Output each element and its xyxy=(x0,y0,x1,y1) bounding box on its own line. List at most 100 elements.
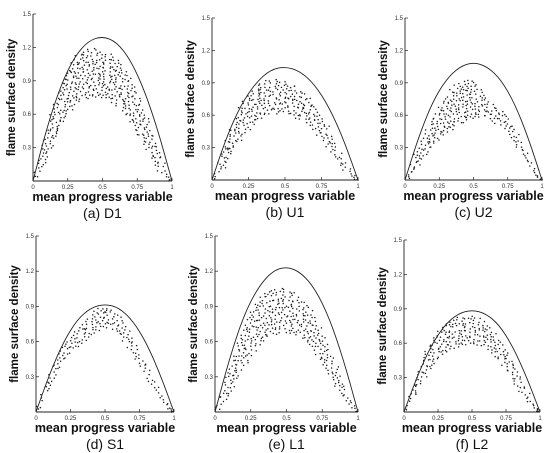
data-point xyxy=(129,109,132,111)
y-axis-label: flame surface density xyxy=(188,265,200,383)
data-point xyxy=(434,127,436,129)
data-point xyxy=(75,83,77,86)
data-point xyxy=(264,112,266,115)
data-point xyxy=(227,394,229,397)
data-point xyxy=(499,120,502,122)
data-point xyxy=(292,307,294,310)
data-point xyxy=(324,345,326,348)
y-tick-label: 0.9 xyxy=(23,79,32,85)
data-point xyxy=(301,92,303,94)
data-point xyxy=(45,152,47,154)
data-point xyxy=(121,88,123,91)
data-point xyxy=(92,73,95,75)
data-point xyxy=(272,292,274,295)
data-point xyxy=(311,124,314,126)
data-point xyxy=(437,128,440,131)
data-point xyxy=(124,107,127,110)
data-point xyxy=(484,97,487,99)
data-point xyxy=(321,335,323,337)
data-point xyxy=(302,314,305,317)
data-point xyxy=(474,108,477,110)
data-point xyxy=(483,109,486,111)
data-point xyxy=(69,101,71,103)
data-point xyxy=(103,316,105,319)
data-point xyxy=(486,334,489,336)
data-point xyxy=(112,81,115,84)
data-point xyxy=(327,372,330,375)
data-point xyxy=(156,170,159,172)
data-point xyxy=(495,109,498,112)
data-point xyxy=(275,82,278,85)
data-point xyxy=(112,322,114,325)
data-point xyxy=(51,118,53,121)
data-point xyxy=(457,117,460,120)
data-point xyxy=(121,319,123,322)
data-point xyxy=(420,158,423,160)
data-point xyxy=(110,76,112,78)
data-point xyxy=(137,126,140,129)
data-point xyxy=(483,114,486,117)
data-point xyxy=(302,321,305,323)
data-point xyxy=(336,377,339,379)
data-point xyxy=(277,298,280,300)
data-point xyxy=(52,103,55,106)
data-point xyxy=(275,291,278,294)
y-tick-label: 0.3 xyxy=(394,376,403,382)
data-point xyxy=(253,123,255,126)
data-point xyxy=(260,337,263,340)
data-point xyxy=(483,330,486,333)
data-point xyxy=(258,333,260,336)
data-point xyxy=(278,99,280,101)
data-point xyxy=(120,92,122,94)
data-point xyxy=(135,355,137,358)
data-point xyxy=(307,332,309,335)
data-point xyxy=(295,92,298,94)
data-point xyxy=(297,329,300,331)
data-point xyxy=(432,123,434,125)
data-point xyxy=(98,58,101,61)
data-point xyxy=(439,112,441,115)
data-point xyxy=(88,65,90,67)
data-point xyxy=(251,314,253,316)
data-point xyxy=(472,341,475,343)
data-point xyxy=(132,112,135,114)
data-point xyxy=(66,83,68,85)
data-point xyxy=(95,59,98,62)
data-point xyxy=(430,146,432,148)
data-point xyxy=(124,325,127,328)
data-point xyxy=(309,335,312,338)
data-point xyxy=(309,117,311,119)
data-point xyxy=(83,64,86,66)
data-point xyxy=(302,103,305,106)
data-point xyxy=(288,299,290,302)
data-point xyxy=(460,115,462,118)
data-point xyxy=(437,356,439,359)
data-point xyxy=(308,337,310,339)
data-point xyxy=(326,128,328,130)
data-point xyxy=(285,305,288,308)
data-point xyxy=(69,70,72,73)
data-point xyxy=(118,87,120,89)
data-point xyxy=(502,344,504,346)
data-point xyxy=(456,113,458,116)
data-point xyxy=(293,291,295,294)
data-point xyxy=(459,85,462,88)
data-point xyxy=(233,135,235,137)
data-point xyxy=(252,93,254,95)
data-point xyxy=(293,114,295,116)
data-point xyxy=(285,331,288,334)
data-point xyxy=(433,136,436,139)
data-point xyxy=(278,306,281,309)
data-point xyxy=(170,408,172,410)
data-point xyxy=(258,84,260,86)
data-point xyxy=(290,325,293,327)
data-point xyxy=(331,138,333,140)
data-point xyxy=(446,96,449,98)
data-point xyxy=(287,97,289,99)
data-point xyxy=(60,98,63,100)
data-point xyxy=(313,113,315,116)
data-point xyxy=(277,300,280,302)
data-point xyxy=(467,82,470,85)
